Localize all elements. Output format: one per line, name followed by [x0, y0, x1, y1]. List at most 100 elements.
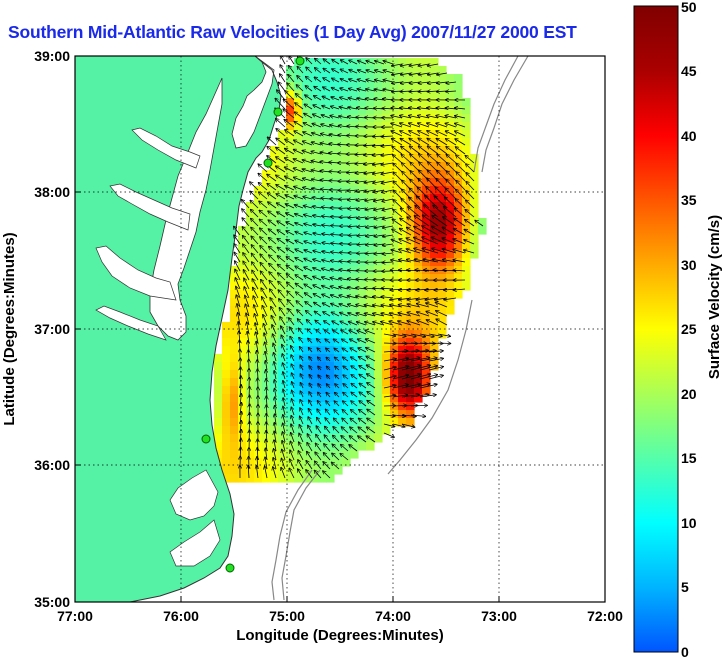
velocity-cell — [382, 274, 391, 283]
velocity-cell — [286, 330, 295, 339]
velocity-cell — [230, 322, 239, 331]
velocity-cell — [318, 434, 327, 443]
velocity-vector — [270, 298, 277, 308]
velocity-cell — [470, 210, 479, 219]
velocity-cell — [342, 162, 351, 171]
velocity-vector — [334, 348, 340, 353]
velocity-vector — [419, 358, 437, 362]
velocity-vector — [349, 89, 358, 92]
velocity-cell — [302, 362, 311, 371]
velocity-vector — [348, 270, 358, 271]
velocity-cell — [222, 466, 231, 475]
velocity-cell — [406, 210, 415, 219]
velocity-cell — [342, 354, 351, 363]
velocity-cell — [230, 410, 239, 419]
velocity-cell — [294, 426, 303, 435]
velocity-vector — [426, 311, 439, 317]
velocity-cell — [334, 66, 343, 75]
velocity-cell — [286, 386, 295, 395]
velocity-vector — [407, 304, 421, 308]
velocity-vector — [381, 180, 394, 183]
velocity-cell — [430, 290, 439, 299]
velocity-cell — [334, 290, 343, 299]
velocity-cell — [342, 66, 351, 75]
velocity-cell — [382, 154, 391, 163]
velocity-vector — [305, 95, 313, 101]
velocity-vector — [444, 298, 457, 300]
velocity-cell — [302, 338, 311, 347]
velocity-vector — [303, 178, 313, 182]
velocity-cell — [390, 170, 399, 179]
velocity-cell — [398, 154, 407, 163]
velocity-vector — [365, 339, 376, 344]
velocity-vector — [295, 240, 304, 245]
velocity-vector — [358, 348, 367, 353]
velocity-cell — [310, 138, 319, 147]
velocity-cell — [270, 346, 279, 355]
velocity-vector — [436, 319, 448, 326]
velocity-vector — [323, 462, 331, 470]
velocity-cell — [254, 378, 263, 387]
velocity-cell — [446, 98, 455, 107]
velocity-cell — [422, 66, 431, 75]
x-axis-label: Longitude (Degrees:Minutes) — [236, 627, 444, 644]
velocity-cell — [422, 138, 431, 147]
velocity-cell — [310, 258, 319, 267]
velocity-vector — [314, 311, 322, 317]
velocity-cell — [334, 418, 343, 427]
velocity-cell — [382, 314, 391, 323]
velocity-cell — [350, 402, 359, 411]
velocity-cell — [286, 146, 295, 155]
velocity-cell — [230, 450, 239, 459]
velocity-cell — [310, 234, 319, 243]
velocity-vector — [308, 338, 313, 344]
velocity-vector — [279, 308, 286, 317]
velocity-cell — [438, 114, 447, 123]
velocity-cell — [270, 154, 279, 163]
velocity-cell — [414, 154, 423, 163]
velocity-cell — [406, 186, 415, 195]
velocity-cell — [454, 202, 463, 211]
velocity-vector — [280, 65, 286, 74]
velocity-cell — [462, 122, 471, 131]
velocity-cell — [254, 290, 263, 299]
velocity-vector — [289, 468, 295, 479]
velocity-cell — [358, 218, 367, 227]
velocity-cell — [342, 154, 351, 163]
velocity-vector — [260, 237, 268, 245]
velocity-cell — [278, 450, 287, 459]
velocity-vector — [366, 365, 376, 371]
velocity-cell — [406, 314, 415, 323]
velocity-cell — [286, 242, 295, 251]
velocity-cell — [278, 138, 287, 147]
velocity-cell — [406, 114, 415, 123]
velocity-cell — [446, 138, 455, 147]
velocity-vector — [289, 327, 295, 335]
velocity-cell — [406, 130, 415, 139]
velocity-cell — [350, 170, 359, 179]
velocity-cell — [334, 58, 343, 67]
velocity-cell — [334, 386, 343, 395]
velocity-vector — [455, 108, 466, 109]
velocity-vector — [274, 380, 276, 389]
velocity-cell — [286, 450, 295, 459]
velocity-cell — [326, 402, 335, 411]
velocity-cell — [286, 194, 295, 203]
velocity-vector — [436, 311, 448, 317]
velocity-cell — [454, 178, 463, 187]
velocity-cell — [302, 354, 311, 363]
velocity-cell — [414, 66, 423, 75]
velocity-vector — [285, 130, 295, 137]
velocity-vector — [304, 250, 313, 254]
y-axis-ticks: 39:00 38:00 37:00 36:00 35:00 — [34, 48, 70, 610]
velocity-cell — [270, 194, 279, 203]
velocity-cell — [270, 298, 279, 307]
velocity-vector — [315, 68, 322, 74]
velocity-vector — [394, 181, 403, 191]
velocity-cell — [382, 170, 391, 179]
velocity-cell — [414, 282, 423, 291]
velocity-vector — [277, 203, 286, 209]
velocity-cell — [238, 282, 247, 291]
velocity-cell — [374, 402, 383, 411]
